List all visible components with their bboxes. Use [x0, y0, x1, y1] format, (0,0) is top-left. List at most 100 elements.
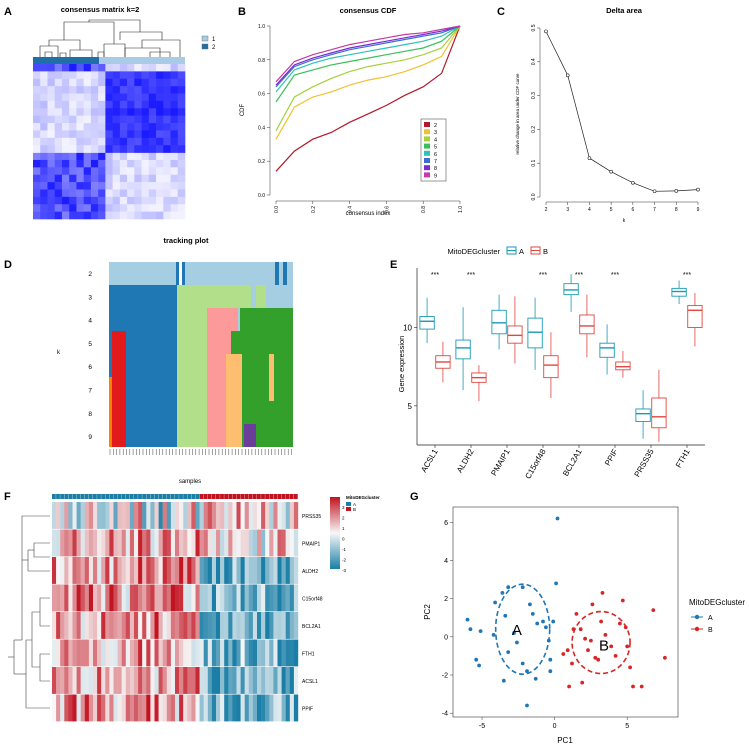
matrix-cell	[33, 182, 41, 190]
expression-cell	[150, 502, 155, 529]
expression-cell	[232, 529, 237, 557]
expression-cell	[277, 557, 282, 584]
expression-cell	[146, 529, 151, 557]
cluster-label-a: A	[512, 622, 522, 639]
matrix-cell	[105, 211, 113, 220]
annotation-cell	[72, 494, 77, 499]
matrix-cell	[177, 182, 186, 190]
matrix-cell	[119, 137, 128, 146]
pca-point-b	[570, 661, 574, 666]
matrix-cell	[148, 189, 157, 198]
panel-b-xtick-label: 0.6	[384, 206, 390, 213]
matrix-cell	[105, 86, 113, 94]
pca-point-a	[528, 602, 532, 607]
expression-cell	[138, 584, 143, 612]
panel-e-xtick-label: BCL2A1	[561, 447, 584, 478]
matrix-cell	[90, 93, 99, 102]
matrix-cell	[127, 189, 135, 198]
matrix-cell	[33, 78, 41, 87]
matrix-cell	[105, 152, 113, 161]
expression-cell	[117, 529, 122, 557]
expression-cell	[191, 667, 196, 694]
panel-b-legend-swatch	[424, 129, 430, 135]
matrix-cell	[156, 152, 164, 161]
matrix-cell	[33, 64, 41, 72]
track-cell	[242, 354, 293, 377]
matrix-cell	[105, 64, 113, 72]
expression-cell	[211, 557, 217, 584]
dendrogram-branch	[48, 39, 81, 46]
expression-cell	[244, 502, 249, 529]
expression-cell	[97, 529, 102, 557]
matrix-cell	[134, 174, 142, 183]
matrix-cell	[156, 93, 164, 102]
matrix-cell	[170, 130, 179, 139]
matrix-cell	[148, 159, 157, 168]
matrix-cell	[76, 159, 84, 168]
panel-c-ytick-label: 0.2	[531, 126, 537, 133]
expression-cell	[162, 502, 167, 529]
pca-point-a	[493, 600, 497, 605]
matrix-cell	[83, 93, 92, 102]
expression-cell	[93, 694, 98, 722]
expression-cell	[265, 612, 270, 639]
matrix-cell	[170, 159, 179, 168]
annotation-cell	[101, 494, 105, 499]
expression-cell	[150, 694, 155, 722]
expression-cell	[150, 612, 155, 639]
panel-c-ytick-label: 0.4	[531, 58, 537, 65]
expression-cell	[97, 557, 102, 584]
expression-cell	[166, 612, 172, 639]
matrix-cell	[90, 174, 99, 183]
matrix-cell	[163, 123, 171, 131]
matrix-cell	[112, 174, 121, 183]
expression-cell	[105, 612, 110, 639]
expression-cell	[289, 502, 295, 529]
matrix-cell	[76, 174, 84, 183]
matrix-cell	[90, 123, 99, 131]
dendrogram-branch	[59, 52, 67, 57]
matrix-cell	[127, 182, 135, 190]
expression-cell	[195, 694, 200, 722]
pca-point-b	[574, 612, 579, 616]
expression-cell	[224, 557, 229, 584]
expression-cell	[150, 529, 155, 557]
annotation-cell	[52, 494, 56, 499]
expression-cell	[187, 529, 192, 557]
panel-c-xlabel: k	[623, 218, 626, 224]
panel-d-row-label: 2	[88, 271, 92, 278]
matrix-cell	[47, 86, 56, 94]
matrix-cell	[54, 159, 63, 168]
expression-cell	[187, 694, 192, 722]
matrix-cell	[54, 145, 63, 153]
box-body	[671, 287, 687, 297]
expression-cell	[281, 612, 286, 639]
expression-cell	[154, 584, 159, 612]
panel-c-xtick-label: 5	[610, 207, 613, 213]
panel-d-heatmap	[109, 262, 293, 447]
expression-cell	[269, 557, 274, 584]
matrix-cell	[127, 174, 135, 183]
expression-cell	[52, 584, 57, 612]
panel-b-ylabel: CDF	[240, 104, 246, 117]
matrix-cell	[112, 167, 121, 176]
panel-b-legend-swatch	[424, 122, 430, 127]
matrix-cell	[76, 71, 84, 80]
matrix-cell	[170, 93, 179, 102]
expression-cell	[117, 584, 122, 612]
matrix-cell	[119, 174, 128, 183]
matrix-cell	[83, 145, 92, 153]
track-cell	[112, 377, 126, 447]
pca-point-a	[506, 650, 511, 654]
expression-cell	[281, 502, 286, 529]
expression-cell	[84, 529, 90, 557]
matrix-cell	[33, 93, 41, 102]
expression-cell	[236, 529, 241, 557]
matrix-cell	[112, 108, 121, 116]
expression-cell	[113, 584, 118, 612]
matrix-cell	[148, 100, 157, 109]
matrix-cell	[47, 108, 56, 116]
panel-d-xlabel: samples	[179, 479, 201, 485]
expression-cell	[121, 557, 126, 584]
expression-cell	[240, 667, 245, 694]
